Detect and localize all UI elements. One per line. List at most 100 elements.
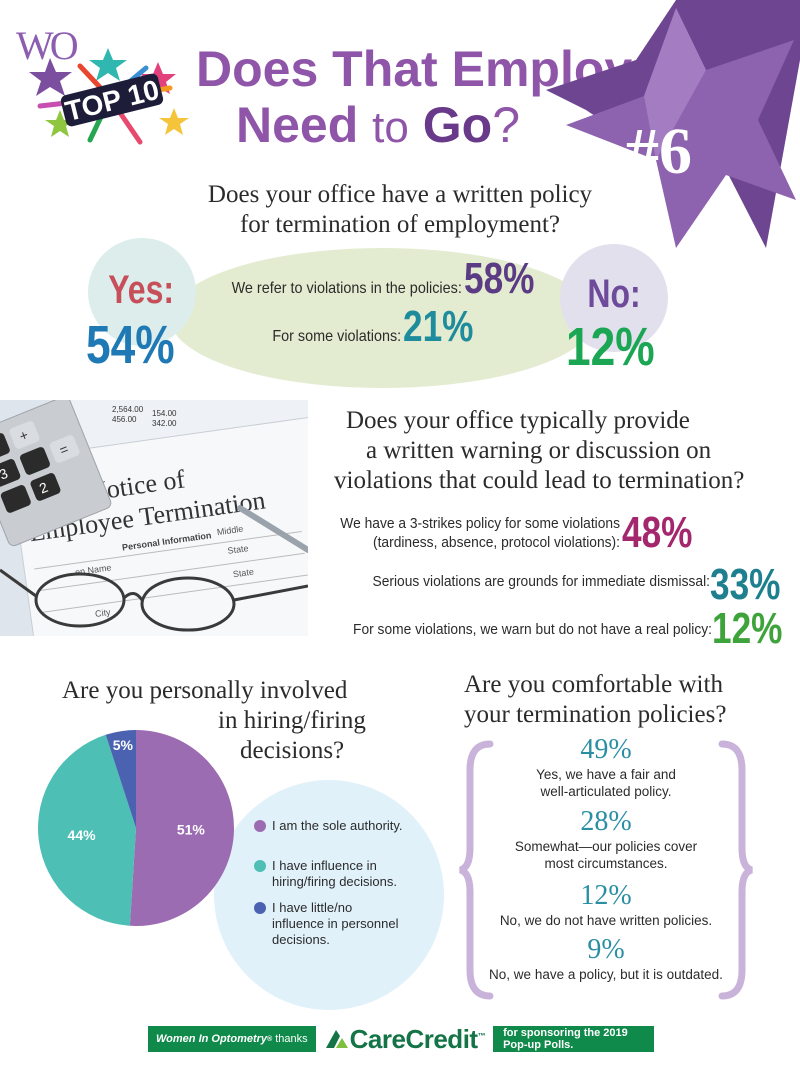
pie-slice-1 bbox=[129, 730, 234, 926]
calculator-icon: 6 3 + 2 = bbox=[0, 400, 112, 547]
logo-care: Care bbox=[349, 1023, 406, 1054]
termination-notice-photo: 2,564.00 456.00 154.00 342.00 Notice of … bbox=[0, 400, 308, 636]
footer-sponsor-text: for sponsoring the 2019 Pop-up Polls. bbox=[493, 1026, 654, 1052]
question-line: a written warning or discussion on bbox=[366, 437, 712, 464]
logo-credit: Credit bbox=[405, 1023, 478, 1054]
notice-field: State bbox=[232, 567, 254, 580]
answer-text: Serious violations are grounds for immed… bbox=[372, 573, 710, 590]
question-line: decisions? bbox=[240, 737, 345, 764]
title-need: Need bbox=[236, 97, 359, 153]
comfort-answer-line: Somewhat—our policies cover bbox=[514, 839, 698, 854]
legend-dot bbox=[254, 860, 266, 872]
comfort-answer-line: No, we have a policy, but it is outdated… bbox=[489, 967, 723, 982]
sub-answer-text: We refer to violations in the policies: bbox=[231, 280, 462, 297]
yes-label: Yes: bbox=[108, 268, 175, 312]
sub-answer-percentage: 21% bbox=[403, 302, 474, 351]
answer-text: For some violations, we warn but do not … bbox=[353, 621, 712, 638]
sub-answer-violations-policies: We refer to violations in the policies: … bbox=[206, 254, 552, 304]
calc-key: 3 bbox=[0, 465, 10, 483]
badge-text: TOP 10 bbox=[62, 74, 162, 127]
sponsor-footer: Women In Optometry ® thanks CareCredit™ f… bbox=[148, 1023, 654, 1055]
yes-percentage: 54% bbox=[86, 315, 175, 375]
comfort-answer: Somewhat—our policies cover most circums… bbox=[456, 838, 756, 872]
answer-warn-no-policy-percentage: 12% bbox=[712, 604, 783, 653]
carecredit-logo-icon bbox=[325, 1030, 348, 1048]
sub-answer-text: For some violations: bbox=[272, 328, 402, 345]
pie-label-1: 51% bbox=[177, 822, 206, 838]
question-line: Does your office have a written policy bbox=[207, 181, 593, 208]
badge-star-1 bbox=[29, 58, 72, 96]
rank-star bbox=[546, 0, 800, 248]
rank-number: #6 bbox=[626, 115, 692, 188]
answer-warn-no-policy: For some violations, we warn but do not … bbox=[300, 620, 712, 639]
no-circle bbox=[560, 244, 668, 352]
question-line: Are you personally involved bbox=[62, 677, 348, 704]
comfort-answer-line: well-articulated policy. bbox=[540, 784, 672, 799]
answer-three-strikes-percentage: 48% bbox=[622, 508, 693, 557]
question-written-policy: Does your office have a written policy f… bbox=[100, 180, 700, 240]
legend-item-sole-authority: I am the sole authority. bbox=[254, 818, 404, 834]
glasses-icon bbox=[0, 568, 308, 632]
title-question-mark: ? bbox=[492, 97, 521, 153]
carecredit-wordmark: CareCredit™ bbox=[349, 1023, 486, 1055]
question-line: for termination of employment? bbox=[239, 211, 561, 238]
comfort-answer-line: Yes, we have a fair and bbox=[536, 767, 676, 782]
title-to: to bbox=[372, 103, 409, 152]
footer-brand: Women In Optometry bbox=[156, 1033, 268, 1045]
legend-dot bbox=[254, 820, 266, 832]
notice-field: City bbox=[94, 607, 111, 619]
ledger-number: 154.00 bbox=[152, 409, 177, 418]
involvement-pie-chart: 51% 44% 5% bbox=[37, 730, 234, 926]
answer-text: We have a 3-strikes policy for some viol… bbox=[340, 515, 620, 532]
comfort-answer: No, we have a policy, but it is outdated… bbox=[456, 966, 756, 983]
comfort-answer: Yes, we have a fair and well-articulated… bbox=[456, 766, 756, 800]
notice-field: State bbox=[227, 543, 249, 556]
legend-dot bbox=[254, 902, 266, 914]
legend-item-influence: I have influence in hiring/firing decisi… bbox=[254, 858, 404, 890]
ledger-number: 456.00 bbox=[112, 415, 137, 424]
comfort-percentage: 9% bbox=[587, 934, 625, 965]
ledger-number: 342.00 bbox=[152, 419, 177, 428]
question-written-warning: Does your office typically provide a wri… bbox=[318, 406, 798, 496]
comfort-answer-line: most circumstances. bbox=[544, 856, 668, 871]
sub-answer-percentage: 58% bbox=[463, 254, 535, 303]
photo-illustration: 2,564.00 456.00 154.00 342.00 Notice of … bbox=[0, 400, 308, 636]
sub-answers-ellipse bbox=[170, 248, 595, 388]
sub-answer-some-violations: For some violations: 21% bbox=[258, 302, 491, 352]
pie-slice-2 bbox=[37, 734, 136, 926]
pen-icon bbox=[237, 505, 308, 553]
footer-registered: ® bbox=[267, 1035, 273, 1043]
question-line: Are you comfortable with bbox=[464, 671, 723, 698]
answer-immediate-dismissal-percentage: 33% bbox=[710, 560, 781, 609]
comfort-percentage: 28% bbox=[580, 806, 632, 837]
answer-three-strikes: We have a 3-strikes policy for some viol… bbox=[300, 514, 620, 552]
badge-star-2 bbox=[89, 48, 127, 81]
rank-star-face bbox=[566, 8, 796, 248]
wo-logo: WO bbox=[16, 23, 79, 68]
yes-circle bbox=[88, 238, 196, 346]
left-brace-icon bbox=[458, 740, 494, 1000]
comfort-answer: No, we do not have written policies. bbox=[456, 912, 756, 929]
page-title-line2: Need to Go? bbox=[236, 100, 520, 150]
question-comfortable: Are you comfortable with your terminatio… bbox=[464, 670, 764, 730]
comfort-percentage: 12% bbox=[580, 880, 632, 911]
legend-text: I have little/no influence in personnel … bbox=[272, 900, 399, 947]
question-line: Does your office typically provide bbox=[346, 407, 690, 434]
question-line: your termination policies? bbox=[464, 701, 727, 728]
carecredit-logo: CareCredit™ bbox=[315, 1023, 494, 1055]
legend-text: I have influence in hiring/firing decisi… bbox=[272, 858, 398, 889]
legend-text: I am the sole authority. bbox=[272, 818, 403, 833]
legend-item-little-influence: I have little/no influence in personnel … bbox=[254, 900, 404, 948]
notice-field: Middle bbox=[216, 524, 244, 538]
footer-thanks-word: thanks bbox=[275, 1033, 308, 1045]
badge-star-5 bbox=[45, 110, 75, 137]
title-go: Go bbox=[422, 97, 493, 153]
footer-thanks: Women In Optometry ® thanks bbox=[148, 1026, 316, 1052]
comfort-percentage: 49% bbox=[580, 734, 632, 765]
pie-label-3: 5% bbox=[113, 737, 134, 753]
pie-slice-3 bbox=[105, 730, 136, 828]
ledger-number: 2,564.00 bbox=[112, 405, 144, 414]
no-percentage: 12% bbox=[566, 317, 655, 377]
top-10-badge: TOP 10 bbox=[29, 48, 189, 145]
question-personally-involved: Are you personally involved in hiring/fi… bbox=[62, 676, 392, 766]
